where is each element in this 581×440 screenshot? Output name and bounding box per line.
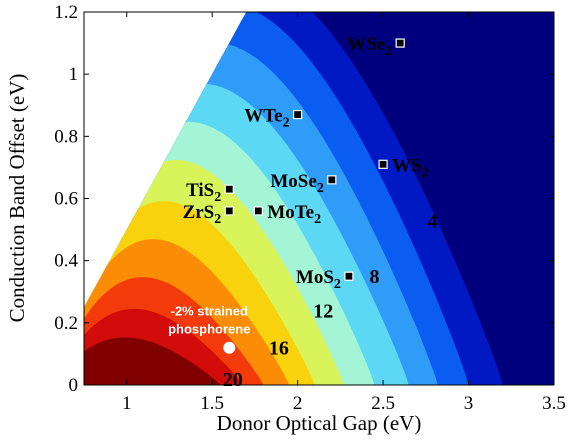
contour-label: 8 [370, 266, 380, 288]
material-label-WTe2: WTe2 [244, 106, 289, 131]
x-tick-label: 1 [122, 393, 132, 414]
y-tick-label: 1 [69, 64, 79, 85]
y-tick-label: 0.8 [54, 126, 78, 147]
axis-ticks: 1 1.5 2 2.5 3 3.5 0 0.2 0.4 0.6 0.8 1 1.2 [54, 2, 566, 414]
y-tick-label: 0.6 [54, 189, 78, 210]
x-tick-label: 3.5 [542, 393, 566, 414]
material-label-MoSe2: MoSe2 [270, 171, 323, 196]
material-label-ZrS2: ZrS2 [183, 202, 222, 227]
y-tick-label: 0 [69, 375, 79, 396]
contour-labels: 4 8 12 16 20 [223, 210, 438, 391]
x-tick-label: 2 [293, 393, 303, 414]
material-marker-WS2 [378, 159, 388, 169]
material-marker-WTe2 [293, 109, 303, 120]
contour-bands [84, 12, 554, 385]
x-axis-title: Donor Optical Gap (eV) [217, 411, 422, 435]
material-marker-MoTe2 [253, 206, 263, 216]
material-label-MoS2: MoS2 [296, 267, 341, 292]
contour-label: 16 [269, 338, 289, 360]
material-label-MoTe2: MoTe2 [267, 202, 321, 227]
material-marker-ZrS2 [224, 206, 234, 216]
contour-label: 12 [313, 300, 333, 322]
contour-label: 20 [223, 369, 243, 391]
y-tick-label: 0.2 [54, 313, 78, 334]
highlight-label-line2: phosphorene [168, 322, 250, 337]
highlight-label-line1: -2% strained [171, 304, 248, 319]
contour-band-22 [84, 337, 221, 385]
x-tick-label: 3 [464, 393, 474, 414]
highlight-point [223, 341, 236, 354]
material-marker-MoSe2 [327, 175, 337, 185]
material-label-TiS2: TiS2 [186, 180, 221, 205]
y-tick-label: 1.2 [54, 2, 78, 23]
y-axis-title: Conduction Band Offset (eV) [5, 74, 29, 323]
y-tick-label: 0.4 [54, 251, 78, 272]
contour-label: 4 [428, 210, 438, 232]
x-tick-label: 2.5 [371, 393, 395, 414]
material-marker-WSe2 [395, 38, 405, 48]
material-label-WSe2: WSe2 [347, 34, 392, 59]
highlight-point-group: -2% strained phosphorene [168, 304, 250, 354]
material-label-WS2: WS2 [392, 155, 429, 180]
material-marker-TiS2 [224, 184, 234, 194]
material-marker-MoS2 [344, 271, 354, 281]
x-tick-label: 1.5 [200, 393, 224, 414]
